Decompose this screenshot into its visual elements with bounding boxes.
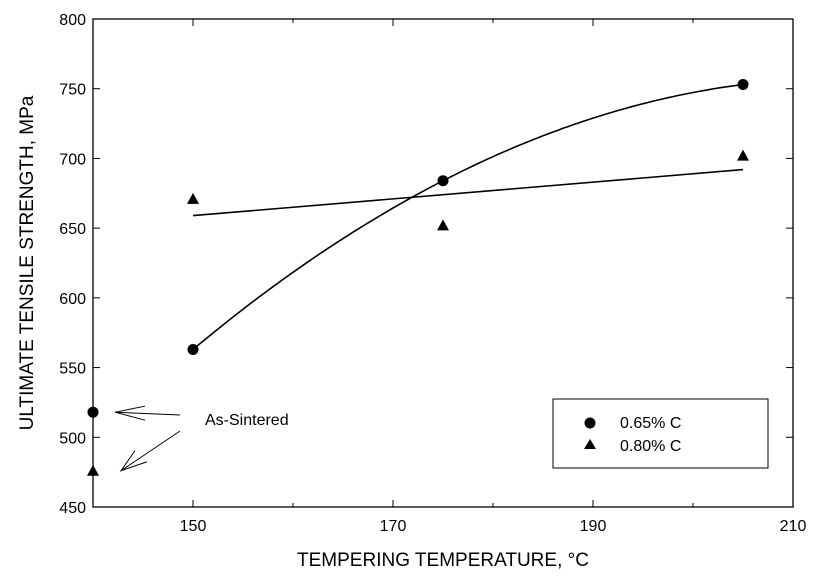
point-065c — [187, 343, 199, 355]
legend: 0.65% C 0.80% C — [552, 398, 769, 469]
annotation-arrowhead-2 — [119, 450, 148, 472]
legend-label-0: 0.65% C — [620, 415, 681, 432]
fit-curve-065c — [192, 83, 744, 351]
y-tick-label: 550 — [59, 361, 86, 378]
y-tick-label: 700 — [59, 151, 86, 168]
fit-lines — [192, 83, 744, 351]
fit-line-080c — [192, 168, 744, 217]
annotation-arrow-1 — [114, 411, 181, 416]
x-axis-title: TEMPERING TEMPERATURE, °C — [297, 550, 589, 571]
point-080c — [437, 219, 449, 231]
as-sintered-annotation: As-Sintered — [114, 405, 289, 472]
point-080c — [87, 464, 99, 476]
point-065c — [87, 406, 99, 418]
plot-area — [92, 18, 794, 508]
y-axis-title: ULTIMATE TENSILE STRENGTH, MPa — [17, 95, 38, 430]
ticks: 150 170 190 210 450 500 550 600 650 700 750 800 — [59, 12, 806, 535]
x-tick-label: 190 — [580, 518, 607, 535]
y-tick-label: 800 — [59, 12, 86, 29]
point-065c — [437, 175, 449, 187]
y-tick-label: 650 — [59, 221, 86, 238]
point-080c — [187, 192, 199, 204]
legend-label-1: 0.80% C — [620, 438, 681, 455]
legend-marker-triangle — [584, 439, 596, 449]
point-080c — [737, 149, 749, 161]
annotation-text: As-Sintered — [205, 412, 289, 429]
y-tick-label: 450 — [59, 500, 86, 517]
x-tick-label: 150 — [180, 518, 207, 535]
y-tick-label: 600 — [59, 291, 86, 308]
annotation-arrow-2 — [120, 430, 181, 472]
legend-box — [552, 398, 769, 469]
point-065c — [737, 79, 749, 91]
legend-marker-circle — [584, 417, 596, 429]
annotation-arrowhead-1 — [114, 405, 146, 421]
x-tick-label: 210 — [780, 518, 807, 535]
data-points — [87, 79, 749, 476]
x-tick-label: 170 — [380, 518, 407, 535]
y-tick-label: 750 — [59, 82, 86, 99]
y-tick-label: 500 — [59, 430, 86, 447]
